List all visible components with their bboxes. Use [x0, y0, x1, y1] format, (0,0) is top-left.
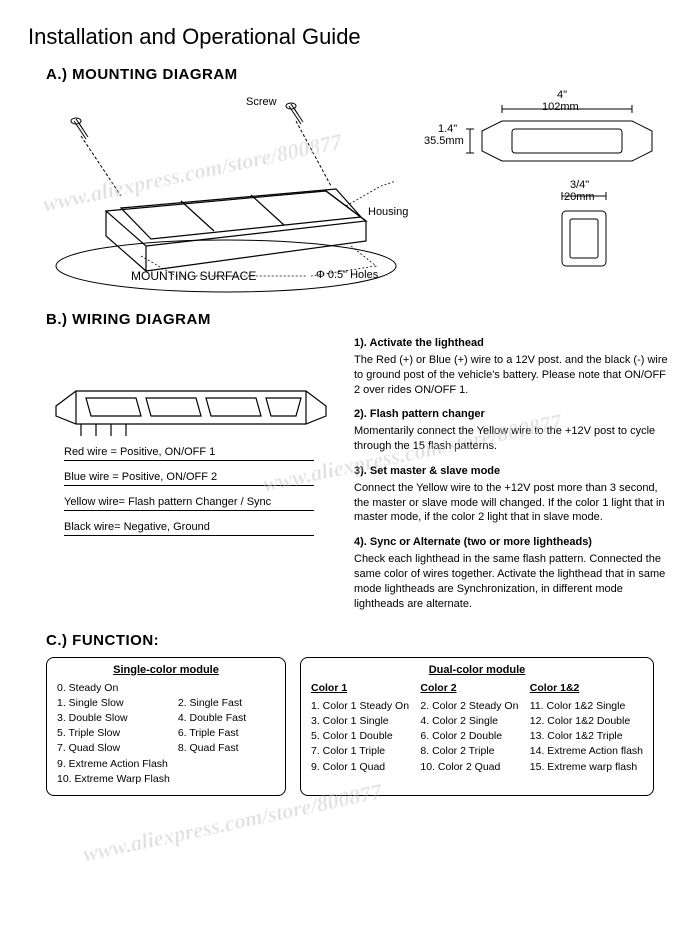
label-holes: Φ 0.5" Holes	[316, 269, 378, 281]
dual-col1: Color 1 1. Color 1 Steady On 3. Color 1 …	[311, 681, 412, 775]
label-surface: MOUNTING SURFACE	[131, 269, 256, 283]
wire-black: Black wire= Negative, Ground	[64, 521, 314, 536]
dim-depth-in: 3/4"	[570, 179, 589, 191]
mounting-dim-view: 4" 102mm 1.4" 35.5mm 3/4" 20mm	[442, 91, 662, 291]
instr-3: 3). Set master & slave mode Connect the …	[354, 464, 672, 525]
single-col1: 0. Steady On 1. Single Slow 3. Double Sl…	[57, 681, 170, 788]
wiring-diagram: Red wire = Positive, ON/OFF 1 Blue wire …	[46, 336, 336, 622]
single-color-module: Single-color module 0. Steady On 1. Sing…	[46, 657, 286, 797]
heading-c: C.) FUNCTION:	[46, 632, 672, 649]
page-title: Installation and Operational Guide	[28, 24, 672, 50]
instr-4: 4). Sync or Alternate (two or more light…	[354, 535, 672, 611]
section-function: C.) FUNCTION: Single-color module 0. Ste…	[28, 632, 672, 797]
single-title: Single-color module	[57, 664, 275, 676]
wire-blue: Blue wire = Positive, ON/OFF 2	[64, 471, 314, 486]
section-mounting: A.) MOUNTING DIAGRAM	[28, 66, 672, 301]
single-col2: 2. Single Fast 4. Double Fast 6. Triple …	[178, 681, 275, 788]
instr-2: 2). Flash pattern changer Momentarily co…	[354, 407, 672, 454]
label-housing: Housing	[368, 206, 408, 218]
dim-width-in: 4"	[557, 89, 567, 101]
heading-b: B.) WIRING DIAGRAM	[46, 311, 672, 328]
instr-1: 1). Activate the lighthead The Red (+) o…	[354, 336, 672, 397]
wiring-instructions: 1). Activate the lighthead The Red (+) o…	[354, 336, 672, 622]
dim-width-mm: 102mm	[542, 101, 579, 113]
dim-height-mm: 35.5mm	[424, 135, 464, 147]
heading-a: A.) MOUNTING DIAGRAM	[46, 66, 672, 83]
dim-height-in: 1.4"	[438, 123, 457, 135]
dual-col2: Color 2 2. Color 2 Steady On 4. Color 2 …	[420, 681, 521, 775]
dual-color-module: Dual-color module Color 1 1. Color 1 Ste…	[300, 657, 654, 797]
mounting-iso-view: Screw Housing MOUNTING SURFACE Φ 0.5" Ho…	[46, 91, 426, 301]
wire-yellow: Yellow wire= Flash pattern Changer / Syn…	[64, 496, 314, 511]
dual-col3: Color 1&2 11. Color 1&2 Single 12. Color…	[530, 681, 643, 775]
label-screw: Screw	[246, 96, 277, 108]
dual-title: Dual-color module	[311, 664, 643, 676]
section-wiring: B.) WIRING DIAGRAM Red wire = Pos	[28, 311, 672, 622]
wire-red: Red wire = Positive, ON/OFF 1	[64, 446, 314, 461]
dim-depth-mm: 20mm	[564, 191, 595, 203]
